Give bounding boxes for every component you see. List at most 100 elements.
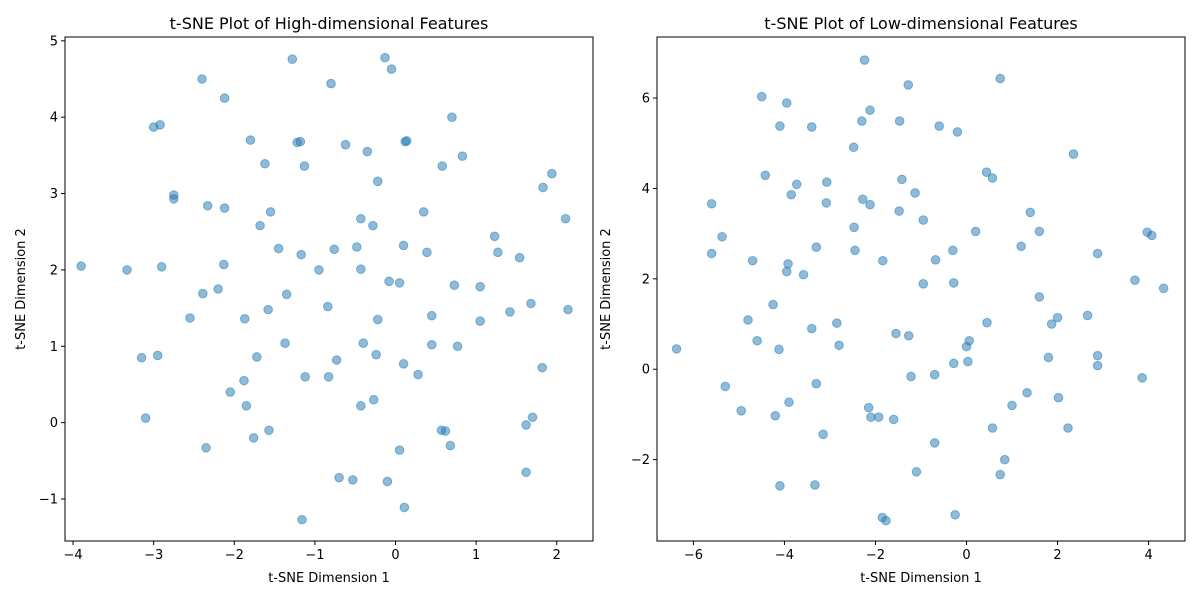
scatter-point: [489, 231, 500, 242]
scatter-point: [743, 315, 753, 325]
y-tick-label: 4: [50, 111, 58, 126]
scatter-point: [987, 423, 998, 433]
scatter-point: [445, 440, 456, 451]
y-tick-label: 5: [50, 34, 58, 49]
scatter-point: [372, 314, 383, 325]
scatter-point: [281, 289, 292, 300]
scatter-point: [818, 429, 828, 440]
scatter-point: [457, 151, 468, 161]
scatter-point: [995, 73, 1006, 84]
scatter-point: [426, 310, 437, 321]
scatter-point: [1130, 275, 1140, 285]
scatter-point: [563, 304, 573, 315]
scatter-point: [297, 514, 307, 525]
scatter-point: [1082, 310, 1093, 321]
scatter-point: [903, 80, 914, 90]
scatter-point: [1092, 350, 1103, 361]
scatter-point: [918, 215, 929, 225]
scatter-point: [452, 341, 463, 352]
scatter-point: [720, 381, 731, 392]
scatter-point: [786, 189, 797, 200]
scatter-point: [1043, 352, 1054, 363]
scatter-point: [398, 240, 409, 251]
y-tick-label: 2: [642, 272, 650, 287]
scatter-point: [156, 262, 167, 272]
scatter-point: [413, 369, 423, 380]
scatter-point: [706, 248, 717, 259]
scatter-point: [352, 242, 362, 252]
scatter-point: [140, 413, 151, 423]
scatter-point: [1025, 207, 1036, 218]
scatter-point: [300, 372, 311, 382]
scatter-point: [263, 304, 273, 315]
y-tick-label: 1: [50, 340, 58, 355]
scatter-point: [848, 142, 859, 153]
scatter-point: [380, 52, 390, 63]
panel-low-dimensional: −6 −4 −2 0 2 4 −2 0 2 4 6 t-SNE Plot of Low-dimensi…: [599, 14, 1186, 586]
scatter-point: [334, 472, 344, 483]
scatter-point: [1137, 373, 1148, 383]
scatter-point: [770, 410, 781, 421]
scatter-point: [449, 280, 460, 290]
scatter-point: [382, 476, 393, 487]
x-tick-label: −2: [866, 548, 885, 563]
x-tick-label: −6: [684, 548, 703, 563]
scatter-point: [768, 299, 778, 310]
scatter-point: [952, 127, 963, 137]
y-tick-label: 4: [642, 182, 650, 197]
scatter-point: [422, 247, 432, 258]
scatter-point: [329, 244, 340, 255]
scatter-point: [547, 168, 557, 179]
scatter-point: [897, 174, 907, 185]
scatter-point: [398, 359, 409, 369]
scatter-point: [255, 220, 265, 231]
scatter-point: [418, 207, 429, 217]
scatter-point: [245, 135, 256, 145]
scatter-point: [981, 167, 992, 177]
scatter-point: [1016, 241, 1026, 252]
scatter-point: [527, 412, 538, 423]
x-tick-label: 1: [472, 548, 480, 563]
x-tick-label: −1: [305, 548, 324, 563]
scatter-point: [934, 121, 945, 131]
scatter-point: [857, 116, 867, 126]
scatter-point: [859, 55, 870, 65]
scatter-point: [287, 54, 298, 64]
scatter-point: [241, 401, 252, 411]
scatter-point: [982, 317, 992, 328]
scatter-point: [1053, 392, 1064, 403]
scatter-point: [514, 252, 525, 263]
scatter-point: [1092, 248, 1103, 259]
scatter-point: [356, 401, 366, 411]
scatter-point: [873, 412, 884, 422]
scatter-point: [537, 362, 548, 373]
scatter-point: [961, 341, 972, 352]
scatter-point: [447, 112, 457, 122]
scatter-point: [1158, 283, 1169, 294]
y-axis-label: t-SNE Dimension 2: [599, 228, 614, 350]
x-tick-label: 2: [553, 548, 561, 563]
x-tick-label: −2: [225, 548, 244, 563]
scatter-point: [798, 269, 809, 280]
panel-high-dimensional: −4 −3 −2 −1 0 1 2 −1 0 1 2 3 4 5 t-SNE Plot of High-di…: [14, 14, 594, 586]
scatter-point: [538, 182, 548, 193]
scatter-point: [356, 213, 366, 224]
scatter-point: [239, 375, 249, 386]
scatter-point: [910, 188, 920, 198]
scatter-point: [273, 243, 284, 254]
scatter-point: [911, 467, 922, 477]
scatter-point: [219, 259, 229, 270]
scatter-point: [850, 245, 860, 256]
scatter-point: [155, 120, 165, 130]
scatter-point: [264, 425, 274, 436]
scatter-point: [372, 176, 383, 187]
scatter-point: [747, 255, 758, 266]
scatter-point: [774, 344, 784, 355]
scatter-point: [863, 402, 874, 413]
scatter-point: [426, 339, 437, 350]
scatter-point: [521, 420, 531, 430]
scatter-point: [775, 121, 785, 131]
scatter-point: [331, 355, 342, 365]
scatter-point: [970, 226, 981, 237]
